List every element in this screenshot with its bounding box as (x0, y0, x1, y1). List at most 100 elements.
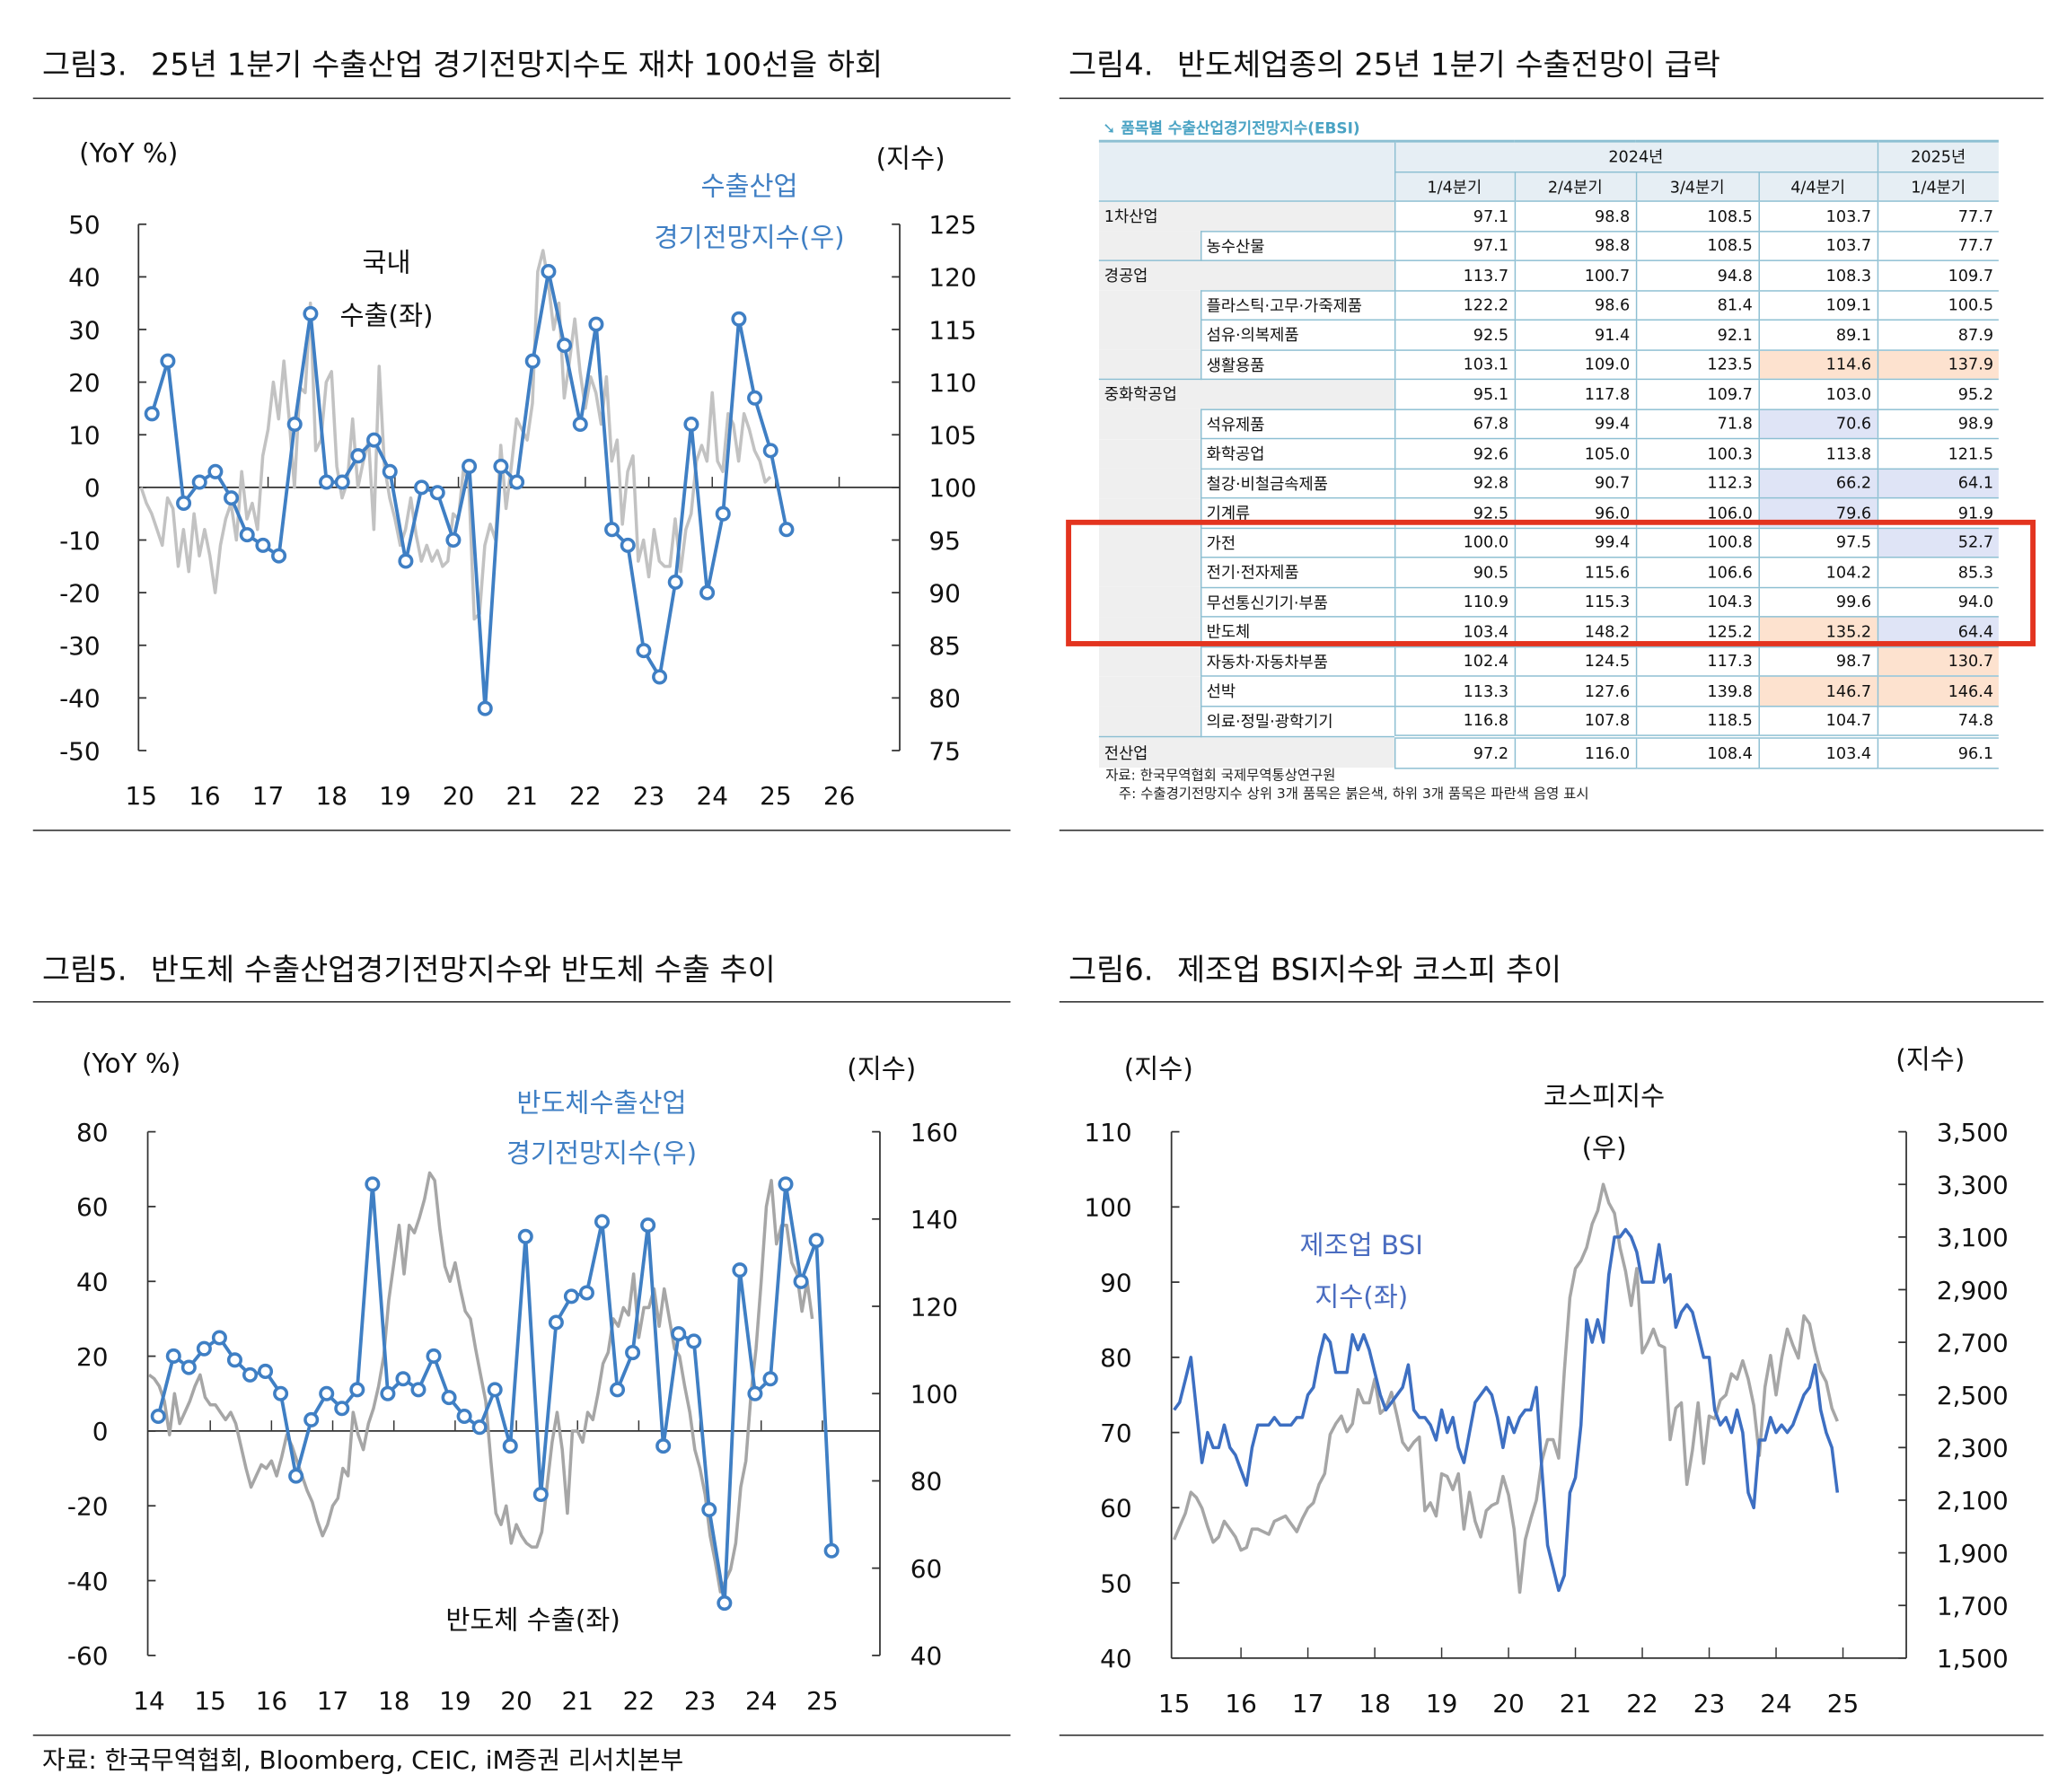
ebsi-table: 2024년 2025년 1/4분기 2/4분기 3/4분기 4/4분기 1/4분… (1098, 139, 1999, 769)
data-point (395, 1371, 411, 1387)
header-corner (1098, 139, 1394, 202)
data-point (686, 1333, 702, 1349)
data-point (640, 1217, 656, 1234)
x-tick-label: 17 (1292, 1689, 1324, 1718)
row-item-label: 철강·비철금속제품 (1200, 467, 1394, 499)
table-cell: 104.7 (1757, 705, 1878, 738)
fig6-kospi-label-line1: 코스피지수 (1543, 1080, 1666, 1112)
table-cell: 97.1 (1394, 200, 1515, 232)
data-point (334, 474, 350, 490)
data-point (731, 311, 747, 327)
data-point (334, 1401, 350, 1417)
table-cell: 130.7 (1877, 646, 1999, 677)
data-point (429, 485, 445, 501)
table-cell: 94.8 (1635, 259, 1759, 291)
figure4-title: 그림4. 반도체업종의 25년 1분기 수출전망이 급락 (1069, 40, 1720, 84)
table-cell: 103.7 (1757, 200, 1878, 232)
x-tick-label: 14 (133, 1686, 165, 1716)
right-tick-label: 140 (910, 1205, 958, 1234)
data-point (636, 643, 652, 659)
data-point (594, 1214, 611, 1230)
right-tick-label: 75 (928, 736, 961, 766)
table-cell: 116.0 (1513, 734, 1636, 769)
fig6-right-axis-unit: (지수) (1895, 1043, 1966, 1076)
table-cell: 109.1 (1757, 289, 1878, 321)
data-point (563, 1288, 579, 1304)
table-row: 생활용품 103.1 109.0 123.5 114.6 137.9 (1098, 348, 1999, 381)
row-group-spacer (1098, 527, 1200, 558)
table-cell: 103.7 (1757, 230, 1878, 261)
table-cell: 123.5 (1635, 348, 1759, 381)
data-point (532, 1487, 549, 1503)
x-tick-label: 24 (745, 1686, 778, 1716)
table-cell: 99.4 (1513, 408, 1636, 440)
table-cell: 98.8 (1513, 200, 1636, 232)
chart-2: 80 60 40 20 0 -20 -40 -60 160 140 120 100 80 60 40 14 15… (67, 1118, 958, 1716)
highlight-box (1066, 519, 2036, 646)
x-tick-label: 23 (1693, 1689, 1726, 1718)
row-item-label: 무선통신기기·부품 (1200, 586, 1394, 618)
data-point (273, 1385, 289, 1401)
table-cell: 113.8 (1757, 437, 1878, 470)
table-cell: 105.0 (1513, 437, 1636, 470)
table-cell: 108.4 (1635, 734, 1759, 769)
table-row: 가전 100.0 99.4 100.8 97.5 52.7 (1098, 526, 1999, 558)
left-tick-label: 80 (76, 1118, 109, 1147)
header-year-2024: 2024년 (1394, 139, 1878, 172)
left-tick-label: 70 (1100, 1419, 1132, 1448)
data-point (410, 1382, 427, 1398)
x-tick-label: 25 (1827, 1689, 1860, 1718)
left-tick-label: 40 (1100, 1644, 1132, 1673)
table-cell: 97.5 (1757, 526, 1878, 558)
series-line-1 (139, 249, 772, 621)
table-row: 의료·정밀·광학기기 116.8 107.8 118.5 104.7 74.8 (1098, 705, 1999, 738)
row-item-label: 생활용품 (1200, 348, 1394, 381)
row-item-label: 석유제품 (1200, 408, 1394, 440)
right-tick-label: 1,500 (1937, 1644, 2009, 1673)
header-quarter: 2/4분기 (1513, 171, 1636, 202)
x-tick-label: 25 (760, 781, 792, 811)
table-cell: 100.7 (1513, 259, 1636, 291)
data-point (572, 417, 588, 433)
fig3-export-label-line1: 국내 (362, 246, 411, 279)
table-row: 섬유·의복제품 92.5 91.4 92.1 89.1 87.9 (1098, 319, 1999, 351)
ebsi-table-caption: ➘ 품목별 수출산업경기전망지수(EBSI) (1103, 118, 1359, 139)
data-point (793, 1273, 809, 1289)
table-cell: 103.0 (1757, 378, 1878, 410)
table-row: 자동차·자동차부품 102.4 124.5 117.3 98.7 130.7 (1098, 646, 1999, 677)
data-point (548, 1314, 564, 1331)
right-tick-label: 105 (928, 421, 976, 451)
table-cell: 95.2 (1877, 378, 1999, 410)
x-tick-label: 26 (823, 781, 856, 811)
table-row: 농수산물 97.1 98.8 108.5 103.7 77.7 (1098, 230, 1999, 261)
data-point (699, 584, 716, 601)
table-cell: 92.1 (1635, 319, 1759, 351)
x-tick-label: 18 (378, 1686, 410, 1716)
x-tick-label: 24 (1760, 1689, 1792, 1718)
table-cell: 70.6 (1757, 408, 1878, 440)
x-tick-label: 19 (1426, 1689, 1458, 1718)
right-tick-label: 120 (910, 1292, 958, 1322)
table-header-row-quarters: 1/4분기 2/4분기 3/4분기 4/4분기 1/4분기 (1099, 171, 1999, 202)
fig5-left-axis-unit: (YoY %) (82, 1047, 181, 1079)
figure6-title: 그림6. 제조업 BSI지수와 코스피 추이 (1069, 944, 1561, 989)
x-tick-label: 25 (806, 1686, 839, 1716)
header-quarter: 4/4분기 (1757, 171, 1878, 202)
header-quarter: 1/4분기 (1877, 171, 1999, 202)
data-point (620, 537, 636, 553)
right-tick-label: 125 (928, 210, 976, 240)
table-row: 무선통신기기·부품 110.9 115.3 104.3 99.6 94.0 (1098, 586, 1999, 618)
data-point (655, 1438, 672, 1454)
data-point (398, 553, 414, 569)
divider (32, 1001, 1011, 1003)
data-point (191, 474, 207, 490)
data-point (226, 1352, 242, 1368)
table-cell: 108.5 (1635, 200, 1759, 232)
figure6-label: 그림6. (1069, 953, 1154, 988)
fig6-bsi-label-line2: 지수(좌) (1315, 1280, 1409, 1313)
caption-text: 품목별 수출산업경기전망지수(EBSI) (1121, 119, 1360, 137)
right-tick-label: 2,500 (1937, 1381, 2009, 1410)
table-cell: 98.7 (1757, 646, 1878, 677)
table-cell: 94.0 (1877, 586, 1999, 618)
left-tick-label: -40 (67, 1567, 109, 1596)
